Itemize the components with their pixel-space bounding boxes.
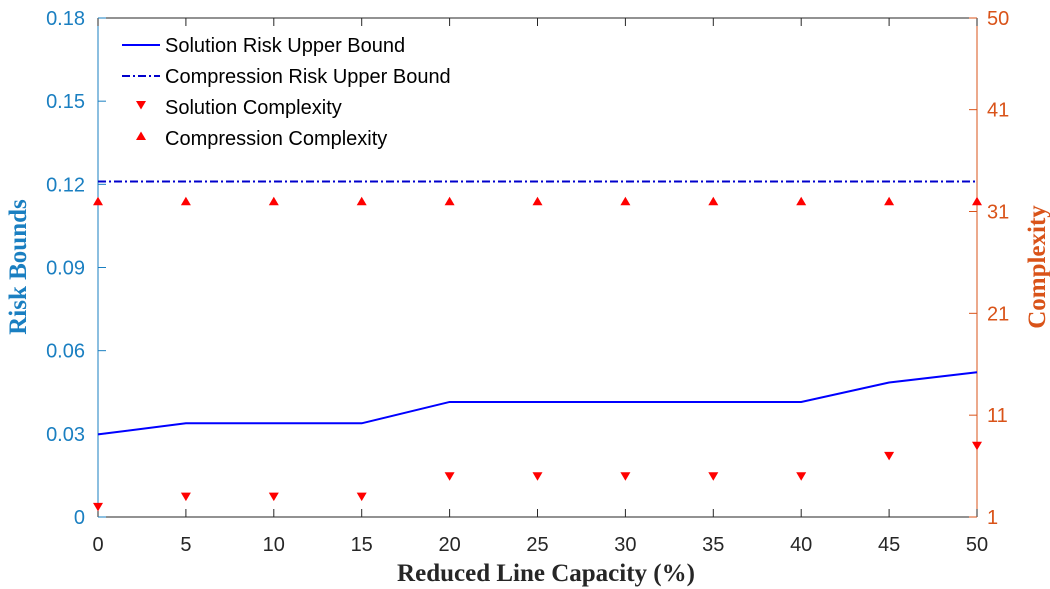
left-y-tick-label: 0.12 <box>46 174 85 196</box>
right-y-tick-label: 31 <box>987 201 1009 223</box>
left-y-tick-label: 0.18 <box>46 8 85 30</box>
right-axis-label: Complexity <box>1024 205 1050 329</box>
series-2-marker <box>796 472 807 481</box>
right-y-tick-label: 50 <box>987 8 1009 30</box>
right-y-tick-label: 21 <box>987 303 1009 325</box>
x-tick-label: 50 <box>966 534 988 556</box>
series-3-marker <box>532 196 543 206</box>
series-3-marker <box>620 196 631 206</box>
legend-label: Compression Risk Upper Bound <box>165 66 451 88</box>
x-tick-label: 40 <box>790 534 812 556</box>
series-2-marker <box>972 441 982 451</box>
plot-area <box>93 180 982 512</box>
series-2-marker <box>356 492 367 502</box>
series-3-marker <box>796 196 807 206</box>
left-axis-label: Risk Bounds <box>5 199 32 335</box>
x-tick-label: 35 <box>702 534 724 556</box>
series-2-marker <box>268 492 279 502</box>
left-y-tick-label: 0.06 <box>46 341 85 363</box>
right-y-tick-label: 41 <box>987 100 1009 122</box>
series-3-marker <box>180 196 191 206</box>
series-3-marker <box>268 196 279 206</box>
x-axis-label: Reduced Line Capacity (%) <box>397 560 695 587</box>
x-tick-label: 25 <box>526 534 548 556</box>
axes: 0 5 10 15 20 25 30 35 40 45 50 0 0.03 0.06 0.09 0.12 0.1… <box>46 8 1009 556</box>
x-tick-label: 45 <box>878 534 900 556</box>
x-tick-label: 15 <box>351 534 373 556</box>
right-y-tick-label: 11 <box>987 405 1008 427</box>
x-tick-label: 5 <box>180 534 191 556</box>
left-y-tick-label: 0 <box>74 507 85 529</box>
series-2-marker <box>532 472 543 481</box>
x-tick-label: 30 <box>614 534 636 556</box>
series-2-marker <box>444 472 455 481</box>
legend-label: Solution Complexity <box>165 97 342 119</box>
left-y-tick-label: 0.03 <box>46 424 85 446</box>
series-2-marker <box>708 472 719 481</box>
legend-marker-2 <box>136 101 146 110</box>
legend-marker-3 <box>136 131 146 140</box>
series-2-marker <box>180 492 191 502</box>
series-3-marker <box>444 196 455 206</box>
legend-label: Compression Complexity <box>165 128 387 150</box>
legend: Solution Risk Upper Bound Compression Ris… <box>122 35 451 150</box>
series-3-marker <box>972 196 982 206</box>
series-3-marker <box>884 196 895 206</box>
series-2-marker <box>620 472 631 481</box>
left-y-tick-label: 0.15 <box>46 91 85 113</box>
series-3-marker <box>93 196 103 206</box>
x-tick-label: 0 <box>92 534 103 556</box>
left-y-tick-label: 0.09 <box>46 258 85 280</box>
series-line-0 <box>97 371 978 436</box>
series-2-marker <box>884 451 895 461</box>
series-2-marker <box>93 502 103 512</box>
x-tick-label: 10 <box>263 534 285 556</box>
right-y-tick-label: 1 <box>987 507 998 529</box>
legend-label: Solution Risk Upper Bound <box>165 35 405 57</box>
series-3-marker <box>708 196 719 206</box>
series-3-marker <box>356 196 367 206</box>
x-tick-label: 20 <box>438 534 460 556</box>
